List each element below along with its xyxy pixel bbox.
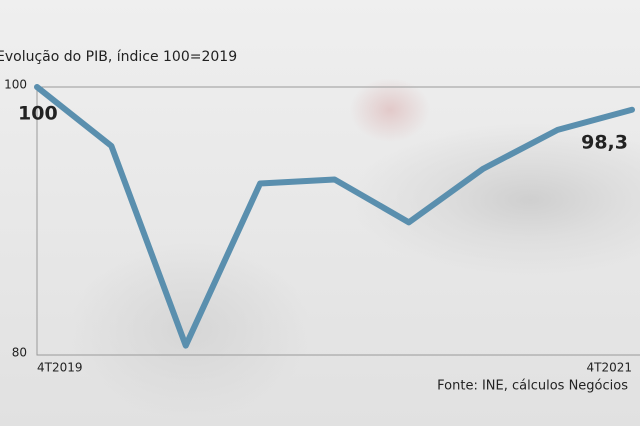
- y-tick-label: 80: [12, 346, 27, 360]
- value-label: 100: [18, 103, 58, 125]
- source-note: Fonte: INE, cálculos Negócios: [437, 379, 628, 394]
- y-tick-label: 100: [4, 78, 27, 92]
- value-label: 98,3: [581, 131, 628, 153]
- x-tick-label: 4T2019: [37, 361, 83, 375]
- series-line: [34, 84, 635, 349]
- x-tick-label: 4T2021: [586, 361, 632, 375]
- chart-title: Evolução do PIB, índice 100=2019: [0, 49, 237, 65]
- plot-frame: [36, 86, 640, 356]
